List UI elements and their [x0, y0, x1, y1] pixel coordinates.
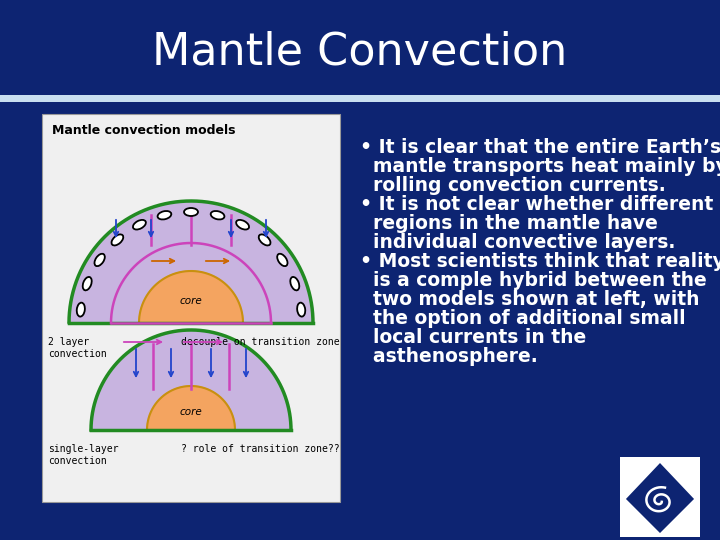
- Ellipse shape: [277, 254, 287, 266]
- Ellipse shape: [133, 220, 146, 229]
- Text: regions in the mantle have: regions in the mantle have: [360, 214, 658, 233]
- Text: asthenosphere.: asthenosphere.: [360, 347, 538, 366]
- Text: single-layer
convection: single-layer convection: [48, 444, 119, 465]
- Text: core: core: [179, 296, 202, 306]
- Text: individual convective layers.: individual convective layers.: [360, 233, 675, 252]
- Ellipse shape: [290, 277, 300, 291]
- Ellipse shape: [83, 277, 91, 291]
- Ellipse shape: [184, 208, 198, 216]
- Ellipse shape: [158, 211, 171, 219]
- Ellipse shape: [258, 234, 271, 246]
- Bar: [42, 114, 340, 502]
- Text: two models shown at left, with: two models shown at left, with: [360, 290, 700, 309]
- Text: • It is not clear whether different: • It is not clear whether different: [360, 195, 714, 214]
- Text: core: core: [179, 407, 202, 417]
- Text: Mantle convection models: Mantle convection models: [52, 124, 235, 137]
- Ellipse shape: [94, 254, 105, 266]
- Text: Mantle Convection: Mantle Convection: [153, 30, 567, 73]
- Ellipse shape: [112, 234, 123, 246]
- Text: • Most scientists think that reality: • Most scientists think that reality: [360, 252, 720, 271]
- Polygon shape: [139, 271, 243, 323]
- Bar: [0, 95, 720, 102]
- Bar: [620, 457, 700, 537]
- Text: ? role of transition zone??: ? role of transition zone??: [181, 444, 340, 454]
- Ellipse shape: [77, 302, 85, 316]
- Polygon shape: [91, 330, 291, 430]
- Text: local currents in the: local currents in the: [360, 328, 586, 347]
- Text: • It is clear that the entire Earth’s: • It is clear that the entire Earth’s: [360, 138, 720, 157]
- Bar: [0, 0, 720, 95]
- Ellipse shape: [236, 220, 249, 229]
- Polygon shape: [147, 386, 235, 430]
- Text: is a comple hybrid between the: is a comple hybrid between the: [360, 271, 707, 290]
- Ellipse shape: [297, 302, 305, 316]
- Ellipse shape: [211, 211, 225, 219]
- Text: 2 layer
convection: 2 layer convection: [48, 337, 107, 359]
- Text: the option of additional small: the option of additional small: [360, 309, 685, 328]
- Text: rolling convection currents.: rolling convection currents.: [360, 176, 666, 195]
- Polygon shape: [69, 201, 313, 323]
- Text: mantle transports heat mainly by: mantle transports heat mainly by: [360, 157, 720, 176]
- Polygon shape: [624, 461, 696, 535]
- Text: decouple on transition zone: decouple on transition zone: [181, 337, 340, 347]
